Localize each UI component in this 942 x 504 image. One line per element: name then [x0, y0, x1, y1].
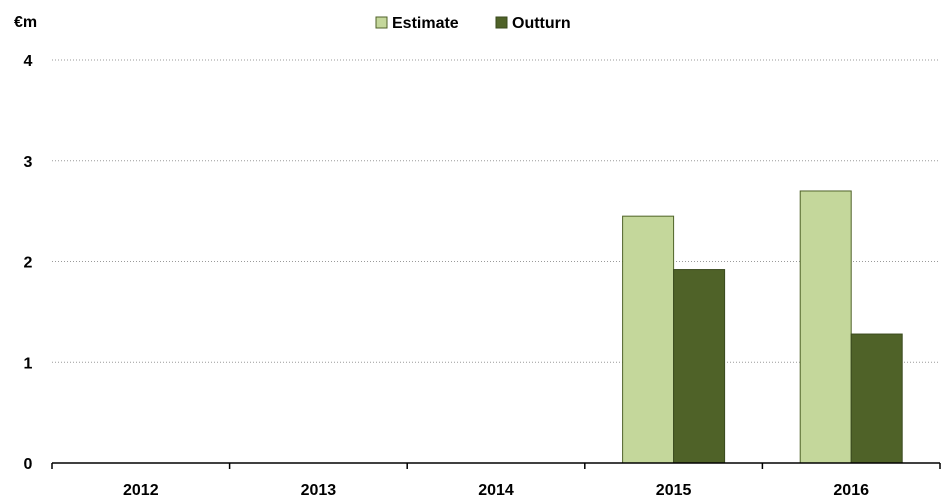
y-axis-unit-label: €m: [14, 14, 37, 31]
bar-estimate-2016: [799, 190, 852, 464]
y-tick-label: 0: [24, 456, 33, 473]
y-tick-label: 3: [24, 154, 33, 171]
gridlines: [52, 59, 940, 363]
bars: [622, 190, 903, 464]
x-tick-label-2015: 2015: [656, 482, 692, 499]
axes: 0 1 2 3 4 2012 2013 2014 2015 2016: [24, 53, 941, 499]
x-tick-label-2013: 2013: [301, 482, 337, 499]
legend-label-estimate: Estimate: [392, 15, 459, 32]
y-tick-label: 1: [24, 355, 33, 372]
legend-label-outturn: Outturn: [512, 15, 571, 32]
x-tick-label-2014: 2014: [478, 482, 514, 499]
x-tick-label-2012: 2012: [123, 482, 159, 499]
x-tick-label-2016: 2016: [833, 482, 869, 499]
bar-outturn-2015: [673, 269, 726, 464]
bar-outturn-2016: [850, 333, 903, 464]
bar-estimate-2015: [622, 215, 675, 464]
legend-swatch-estimate: [375, 16, 388, 29]
legend-swatch-outturn: [495, 16, 508, 29]
legend: Estimate Outturn: [375, 15, 571, 32]
y-tick-label: 4: [24, 53, 33, 70]
y-tick-label: 2: [24, 255, 33, 272]
